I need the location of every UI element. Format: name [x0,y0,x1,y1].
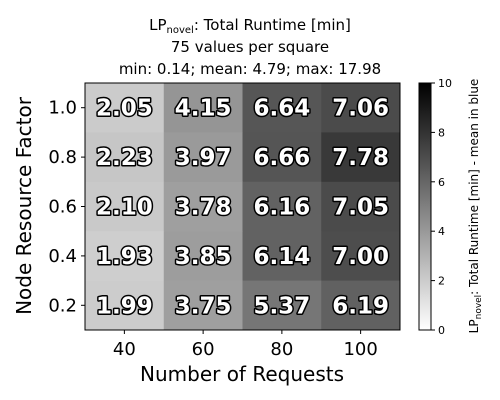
heatmap-cell [321,280,401,331]
colorbar-tick-label: 4 [438,225,445,238]
cell-value-label: 3.85 [175,244,232,270]
heatmap-cell [85,231,165,282]
colorbar [418,82,432,331]
x-axis-ticks: 40 60 80 100 [113,330,378,360]
chart-subtitle-count: 75 values per square [170,38,330,56]
x-tick-label: 60 [192,339,215,360]
heatmap-cell [321,181,401,232]
heatmap-cell [85,83,165,133]
colorbar-tick-label: 6 [438,176,445,189]
heatmap-cell [242,181,322,232]
heatmap-cell [163,231,243,282]
cell-value-label: 7.00 [332,244,389,270]
cell-value-label: 7.05 [332,195,389,221]
heatmap-cell [163,83,243,133]
cell-value-label: 6.19 [332,293,389,319]
cell-value-label: 7.78 [332,145,389,171]
colorbar-tick-label: 0 [438,324,445,337]
y-tick-label: 0.4 [48,246,77,267]
cell-value-label: 6.16 [254,195,311,221]
heatmap-cell [242,231,322,282]
cell-value-label: 3.97 [175,145,232,171]
cell-value-label: 3.78 [175,195,232,221]
x-tick-label: 100 [343,339,377,360]
x-tick-label: 40 [113,339,136,360]
heatmap-cell [85,132,165,183]
cell-value-label: 6.14 [254,244,311,270]
chart-subtitle-stats: min: 0.14; mean: 4.79; max: 17.98 [118,60,382,78]
cell-value-label: 2.05 [96,96,153,122]
heatmap-cell [163,132,243,183]
y-tick-label: 1.0 [48,98,77,119]
heatmap-cell [85,280,165,331]
heatmap-cell [242,83,322,133]
cell-value-label: 7.06 [332,96,389,122]
colorbar-tick-label: 2 [438,275,445,288]
heatmap-cell [321,83,401,133]
cell-value-label: 6.66 [254,145,311,171]
heatmap-cells [85,83,401,331]
heatmap-cell [242,132,322,183]
x-axis-label: Number of Requests [140,362,344,386]
cell-value-label: 5.37 [254,293,311,319]
colorbar-tick-label: 8 [438,126,445,139]
y-tick-label: 0.6 [48,197,77,218]
cell-value-label: 3.75 [175,293,232,319]
x-tick-label: 80 [270,339,293,360]
cell-value-label: 1.99 [96,293,153,319]
heatmap-cell [163,280,243,331]
y-axis-ticks: 1.0 0.8 0.6 0.4 0.2 [48,98,85,316]
heatmap-cell [321,231,401,282]
y-tick-label: 0.8 [48,147,77,168]
heatmap-cell [85,181,165,232]
cell-value-label: 1.93 [96,244,153,270]
cell-value-label: 2.23 [96,145,153,171]
cell-value-label: 6.64 [254,96,311,122]
colorbar-ticks: 0 2 4 6 8 10 [431,77,452,337]
cell-value-label: 4.15 [175,96,232,122]
heatmap-cell [163,181,243,232]
colorbar-tick-label: 10 [438,77,452,90]
heatmap-cell [242,280,322,331]
colorbar-label: LPnovel: Total Runtime [min] - mean in b… [467,79,484,334]
y-tick-label: 0.2 [48,295,77,316]
heatmap-cell [321,132,401,183]
heatmap-cell-labels: 2.05 4.15 6.64 7.06 2.23 3.97 6.66 7.78 2.10 3.78… [95,94,391,321]
y-axis-label: Node Resource Factor [12,96,36,315]
chart-title: LPnovel: Total Runtime [min] [149,16,351,36]
cell-value-label: 2.10 [96,195,153,221]
